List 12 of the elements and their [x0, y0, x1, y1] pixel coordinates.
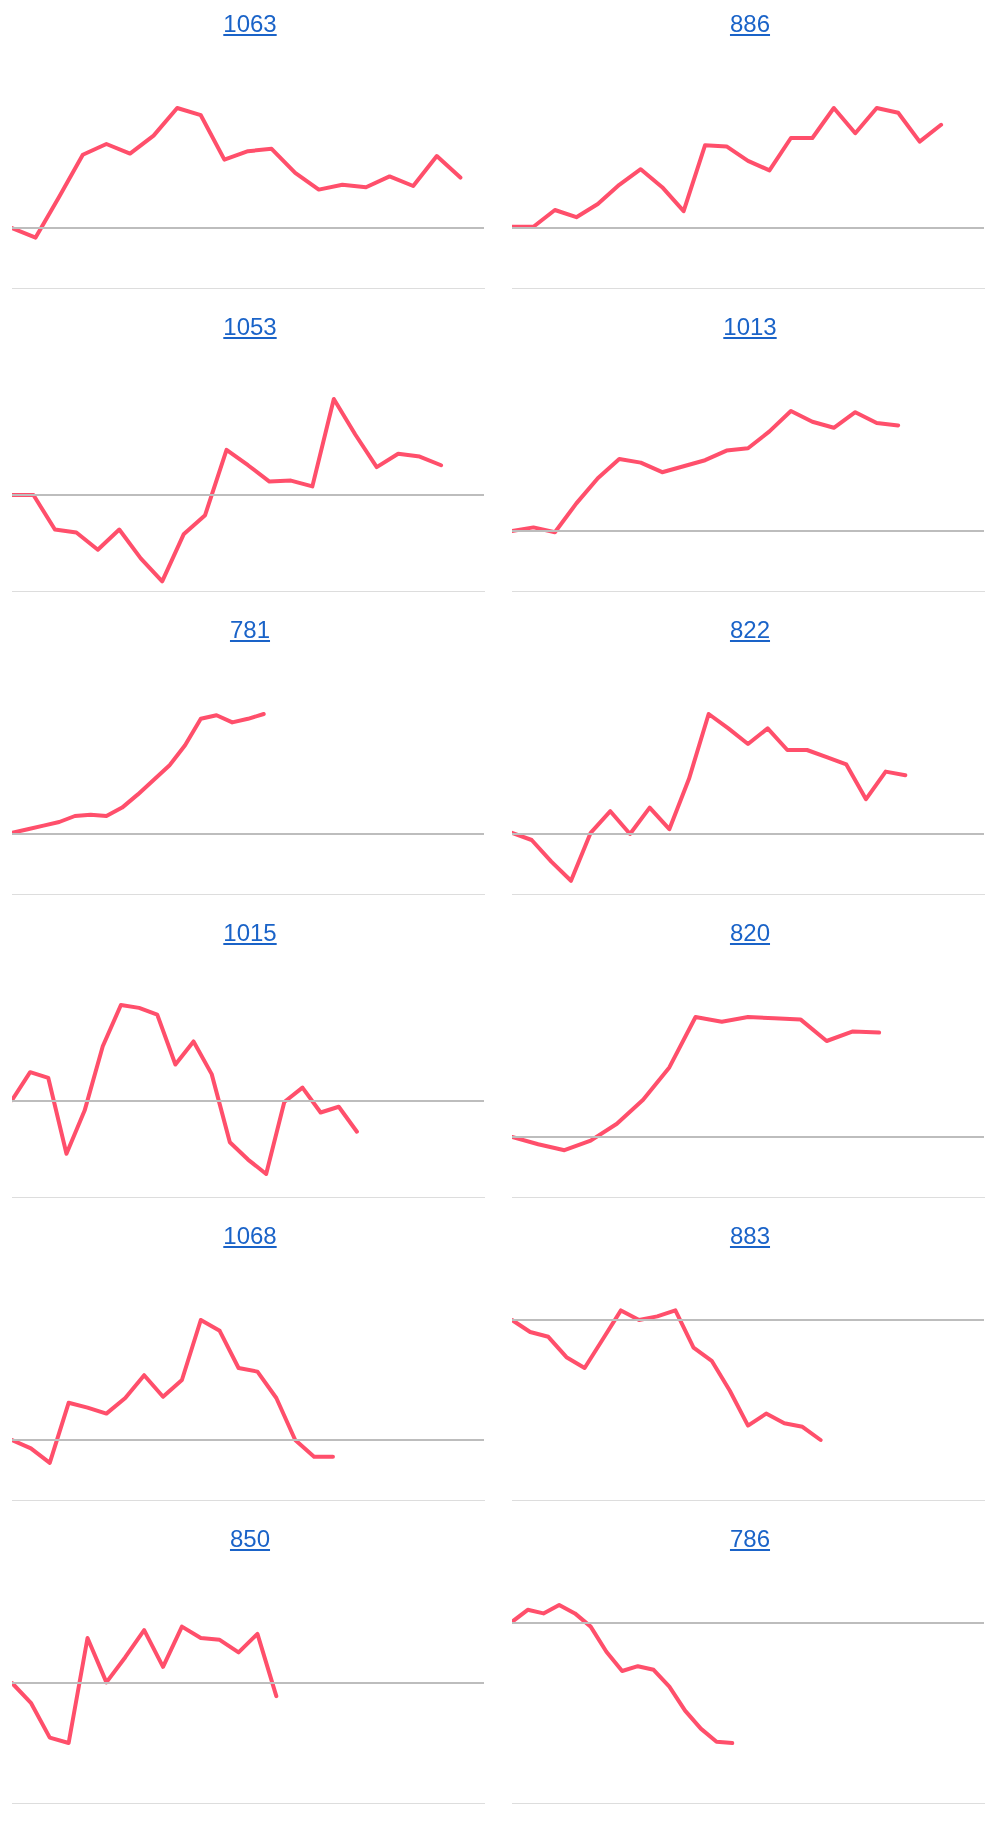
chart-title: 1015 [222, 918, 278, 948]
chart-title: 886 [728, 9, 771, 39]
chart-title: 883 [728, 1221, 771, 1251]
chart-title: 820 [728, 918, 771, 948]
chart-title: 1013 [722, 312, 778, 342]
chart-title: 1068 [222, 1221, 278, 1251]
chart-title: 1063 [222, 9, 278, 39]
chart-title: 850 [228, 1524, 271, 1554]
chart-title: 781 [228, 615, 271, 645]
chart-title: 822 [728, 615, 771, 645]
chart-title: 1053 [222, 312, 278, 342]
chart-title: 786 [728, 1524, 771, 1554]
